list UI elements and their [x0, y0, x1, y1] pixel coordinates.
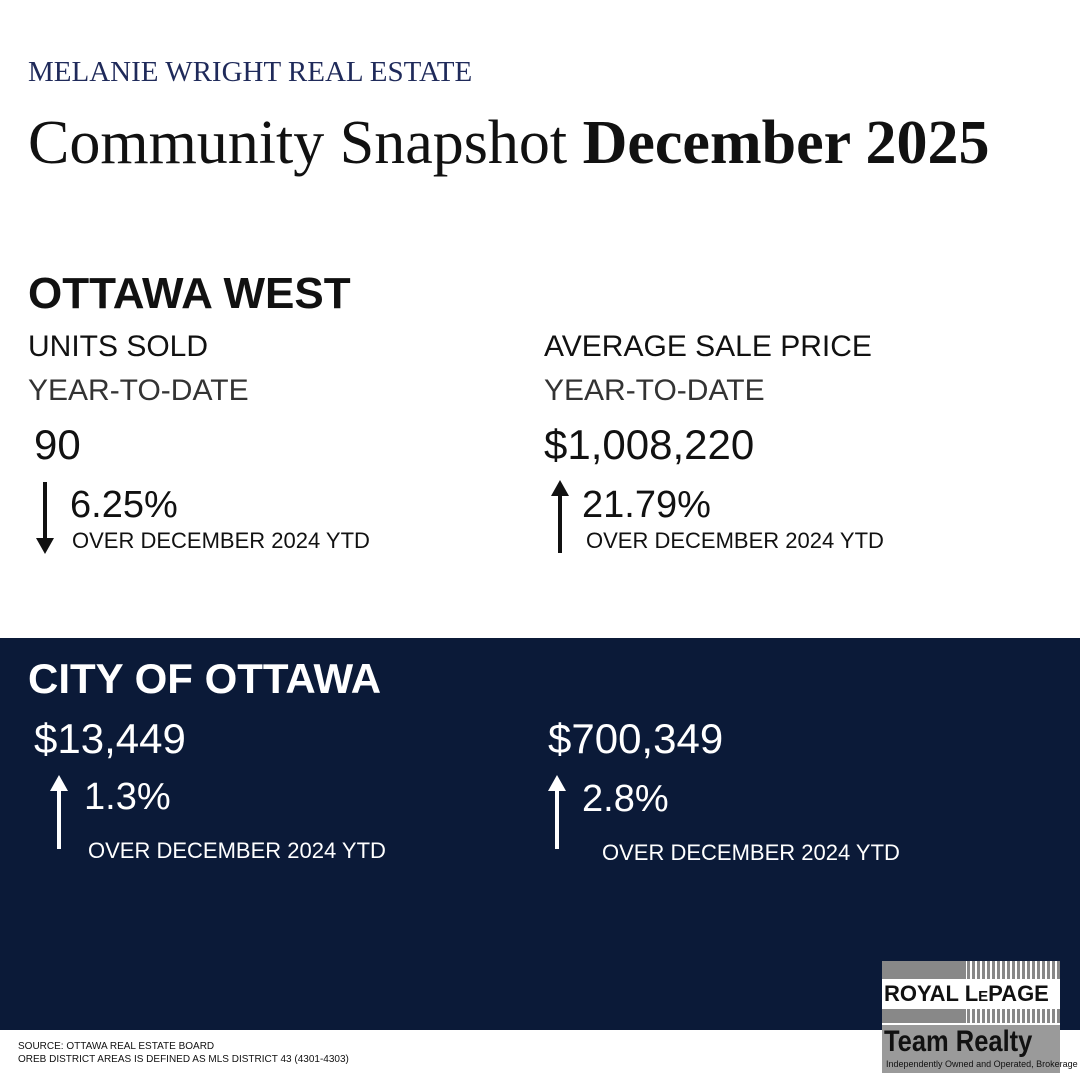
- stat-change: 21.79%: [582, 484, 711, 526]
- logo: ROYAL LePAGE Team Realty Independently O…: [882, 961, 1078, 1073]
- stat-value: $1,008,220: [544, 421, 755, 468]
- stat-compare: OVER DECEMBER 2024 YTD: [586, 528, 884, 553]
- logo-tagline: Independently Owned and Operated, Broker…: [886, 1059, 1078, 1069]
- stat-change: 1.3%: [84, 776, 171, 818]
- stat-value: $700,349: [548, 715, 724, 762]
- stat-period: YEAR-TO-DATE: [544, 374, 765, 407]
- stat-compare: OVER DECEMBER 2024 YTD: [602, 840, 900, 865]
- stat-value: 90: [34, 421, 81, 468]
- up-arrow: [548, 775, 566, 849]
- title: Community Snapshot December 2025: [28, 112, 989, 174]
- section-heading: OTTAWA WEST: [28, 269, 351, 318]
- stat-compare: OVER DECEMBER 2024 YTD: [72, 528, 370, 553]
- logo-name: Team Realty: [884, 1025, 1033, 1058]
- title-text: Community Snapshot: [28, 109, 568, 177]
- stat-compare: OVER DECEMBER 2024 YTD: [88, 838, 386, 863]
- brand: MELANIE WRIGHT REAL ESTATE: [28, 56, 473, 88]
- up-arrow: [50, 775, 68, 849]
- logo-base: [882, 1025, 1060, 1073]
- down-arrow: [36, 482, 54, 554]
- district-note: OREB DISTRICT AREAS IS DEFINED AS MLS DI…: [18, 1054, 349, 1065]
- stat-label: AVERAGE SALE PRICE: [544, 330, 872, 363]
- stat-change: 6.25%: [70, 484, 178, 526]
- stat-value: $13,449: [34, 715, 186, 762]
- title-bold: December 2025: [582, 109, 990, 177]
- stat-period: YEAR-TO-DATE: [28, 374, 249, 407]
- logo-stripes: [882, 1009, 1060, 1023]
- logo-stripes: [882, 961, 1060, 979]
- source-note: SOURCE: OTTAWA REAL ESTATE BOARD: [18, 1041, 215, 1052]
- up-arrow: [551, 480, 569, 553]
- stat-label: UNITS SOLD: [28, 330, 209, 363]
- section-heading: CITY OF OTTAWA: [28, 655, 382, 702]
- logo-brand: ROYAL LePAGE: [884, 981, 1049, 1006]
- stat-change: 2.8%: [582, 778, 669, 820]
